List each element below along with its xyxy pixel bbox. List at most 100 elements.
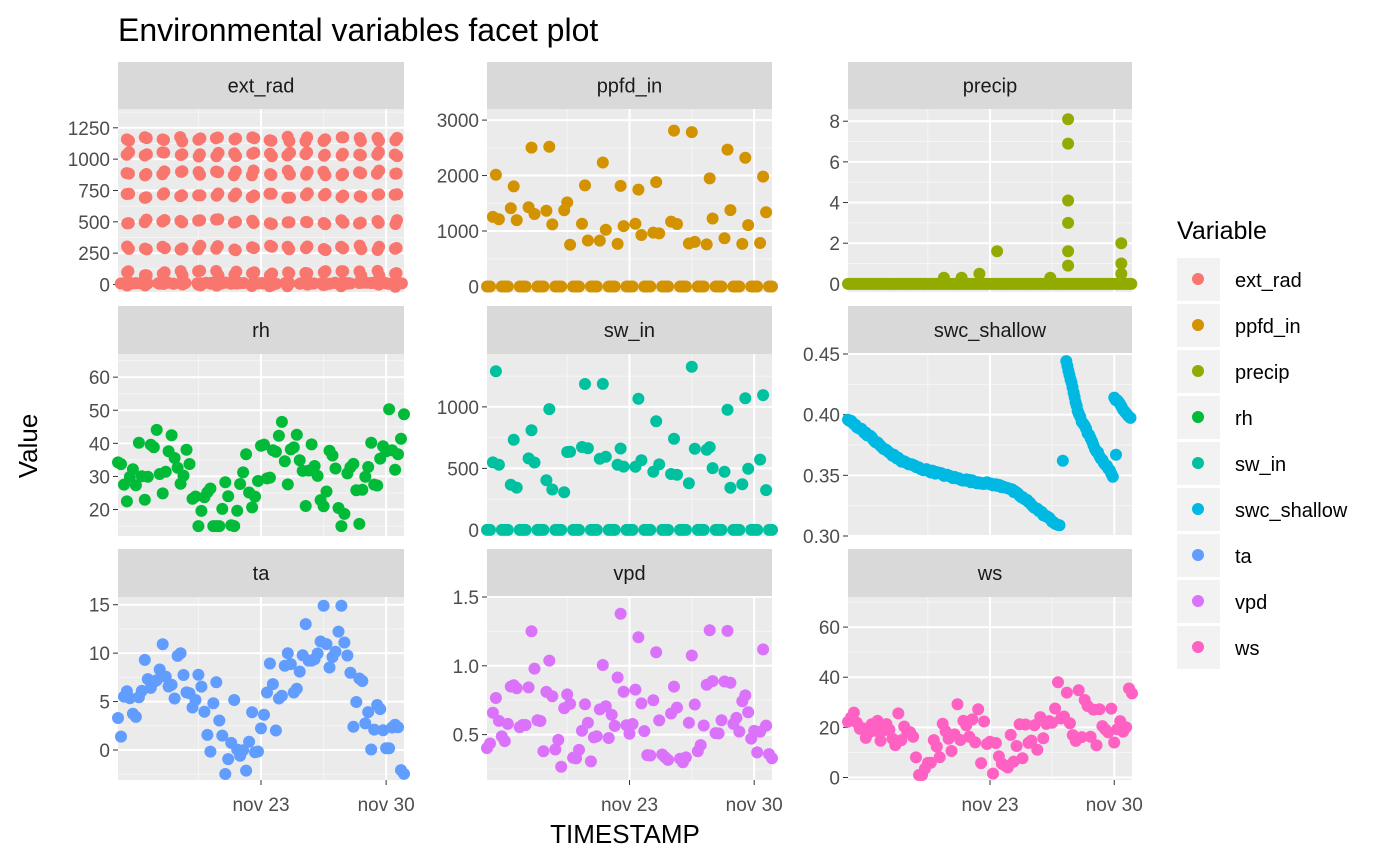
data-point xyxy=(344,277,357,290)
data-point xyxy=(115,458,127,471)
data-point xyxy=(204,745,217,758)
data-point xyxy=(910,751,922,764)
data-point xyxy=(362,461,375,473)
data-point xyxy=(230,150,242,163)
data-point xyxy=(122,167,135,180)
data-point xyxy=(626,280,639,293)
data-point xyxy=(123,187,136,200)
y-tick-label: 0 xyxy=(99,275,110,296)
data-point xyxy=(248,266,261,279)
facet-panels: ext_rad025050075010001250ppfd_in01000200… xyxy=(68,62,1143,816)
data-point xyxy=(283,168,296,181)
facet-strip-label: rh xyxy=(252,320,270,342)
data-point xyxy=(299,500,312,512)
data-point xyxy=(635,697,648,710)
facet-strip-rh xyxy=(118,306,404,354)
data-point xyxy=(256,277,268,289)
data-point xyxy=(222,490,235,503)
data-point xyxy=(975,757,988,770)
data-point xyxy=(721,624,734,637)
y-tick-label: 500 xyxy=(78,213,110,234)
data-point xyxy=(258,708,270,721)
data-point xyxy=(760,206,773,219)
data-point xyxy=(213,714,226,727)
data-point xyxy=(751,746,764,759)
data-point xyxy=(605,708,618,721)
data-point xyxy=(632,183,645,196)
data-point xyxy=(317,599,330,612)
data-point xyxy=(1120,721,1133,734)
data-point xyxy=(546,690,559,703)
data-point xyxy=(1075,731,1088,744)
data-point xyxy=(1062,245,1075,258)
data-point xyxy=(1072,684,1085,697)
data-point xyxy=(576,217,588,230)
data-point xyxy=(129,710,142,723)
data-point xyxy=(706,462,719,475)
data-point xyxy=(389,463,402,476)
data-point xyxy=(120,495,133,508)
data-point xyxy=(231,504,244,517)
data-point xyxy=(383,403,396,416)
x-tick-label: nov 23 xyxy=(232,795,289,816)
x-tick-label: nov 23 xyxy=(961,795,1018,816)
data-point xyxy=(1124,411,1137,424)
data-point xyxy=(230,132,243,145)
data-point xyxy=(697,523,710,536)
data-point xyxy=(123,134,135,147)
data-point xyxy=(398,767,410,780)
data-point xyxy=(319,265,332,278)
data-point xyxy=(694,739,707,752)
data-point xyxy=(355,243,368,256)
data-point xyxy=(211,131,224,144)
facet-strip-label: swc_shallow xyxy=(934,320,1047,342)
data-point xyxy=(335,599,348,612)
data-point xyxy=(315,277,327,290)
facet-strip-swc_shallow xyxy=(848,306,1132,354)
data-point xyxy=(374,703,387,716)
data-point xyxy=(269,445,282,458)
data-point xyxy=(294,277,307,290)
data-point xyxy=(275,415,288,428)
data-point xyxy=(662,280,675,293)
data-point xyxy=(573,523,585,536)
data-point xyxy=(688,698,701,711)
data-point xyxy=(1031,743,1044,756)
data-point xyxy=(354,216,367,229)
data-point xyxy=(1084,730,1097,743)
data-point xyxy=(176,189,188,202)
facet-strip-ext_rad xyxy=(118,62,404,109)
data-point xyxy=(1062,259,1075,272)
facet-precip: precip 0 2 4 6 8 xyxy=(829,62,1138,296)
data-point xyxy=(510,214,523,227)
data-point xyxy=(685,360,698,373)
data-point xyxy=(275,689,288,702)
legend-label-swc_shallow: swc_shallow xyxy=(1235,500,1348,522)
data-point xyxy=(323,661,336,674)
data-point xyxy=(373,240,386,253)
data-point xyxy=(489,692,502,704)
data-point xyxy=(341,649,354,662)
data-point xyxy=(255,722,267,735)
data-point xyxy=(697,719,710,732)
data-point xyxy=(534,715,547,727)
legend-title: Variable xyxy=(1177,217,1267,245)
data-point xyxy=(715,523,728,536)
data-point xyxy=(484,737,496,750)
data-point xyxy=(204,482,217,495)
y-tick-label: 1.5 xyxy=(453,588,479,609)
data-point xyxy=(543,140,556,153)
data-point xyxy=(301,165,314,178)
data-point xyxy=(147,441,160,454)
data-point xyxy=(1125,277,1138,290)
data-point xyxy=(167,277,180,290)
data-point xyxy=(930,740,943,753)
data-point xyxy=(122,242,135,255)
facet-strip-label: precip xyxy=(963,76,1017,98)
data-point xyxy=(189,490,202,503)
data-point xyxy=(301,146,314,159)
facet-swc_shallow: swc_shallow 0.30 0.35 0.40 0.45 xyxy=(803,306,1137,548)
data-point xyxy=(337,265,350,278)
data-point xyxy=(265,134,278,147)
